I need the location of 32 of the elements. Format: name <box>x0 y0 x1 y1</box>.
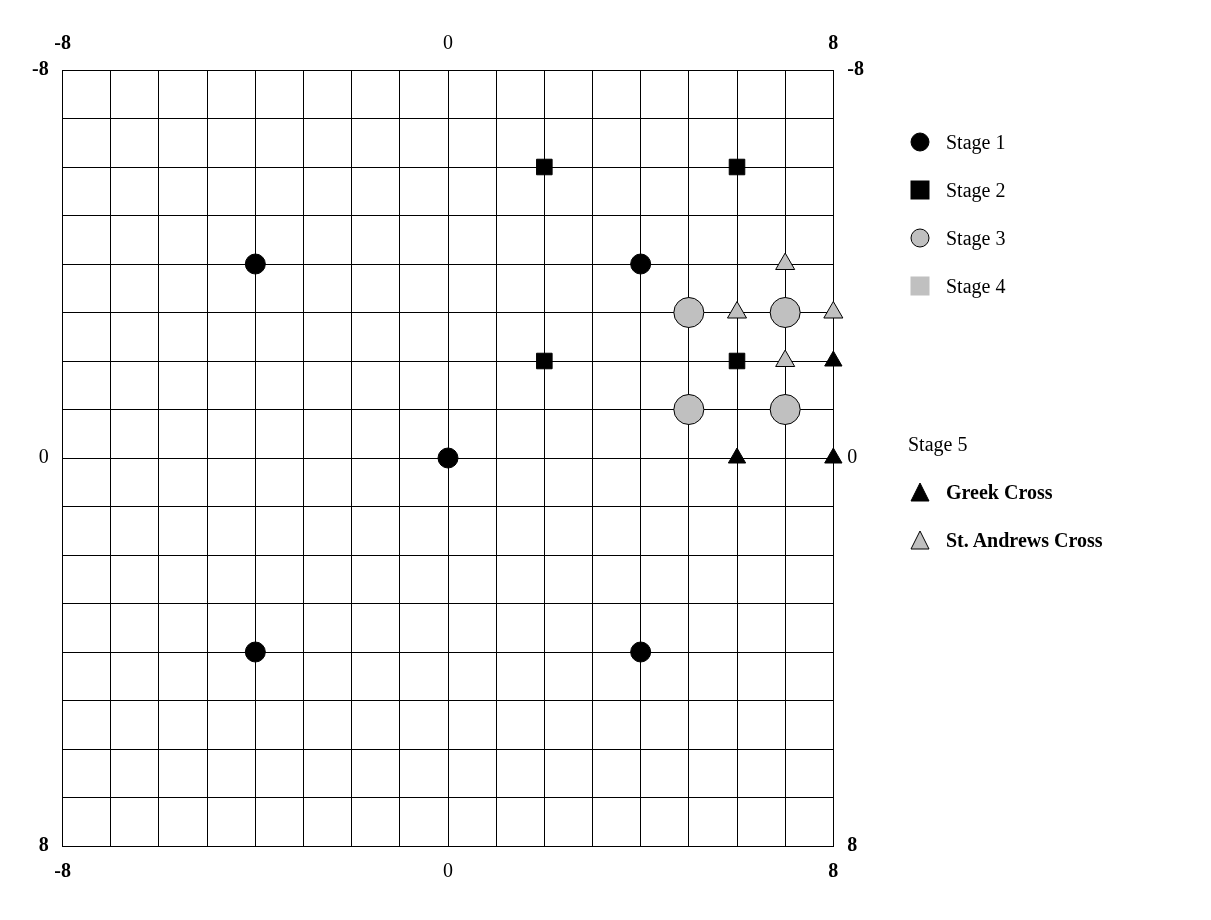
y-tick-label: -8 <box>31 57 49 80</box>
point <box>630 253 652 275</box>
x2-tick-label: 8 <box>828 31 839 54</box>
legend-label: Stage 2 <box>946 178 1006 202</box>
legend-label: St. Andrews Cross <box>946 528 1103 552</box>
y-tick-label: 0 <box>38 445 49 468</box>
legend-label: Greek Cross <box>946 480 1053 504</box>
point <box>728 352 746 370</box>
x2-tick-label: -8 <box>54 31 71 54</box>
point <box>244 641 266 663</box>
legend-label: Stage 4 <box>946 274 1006 298</box>
point <box>769 297 801 328</box>
text: Stage 5 <box>908 431 969 458</box>
point <box>673 297 705 328</box>
x-tick-label: -8 <box>54 859 71 882</box>
point <box>673 394 705 425</box>
y2-tick-label: 8 <box>847 833 858 856</box>
x2-tick-label: 0 <box>443 31 453 54</box>
point <box>728 158 746 176</box>
point <box>244 253 266 275</box>
point <box>437 447 459 469</box>
point <box>536 352 553 370</box>
point <box>536 158 553 176</box>
x-tick-label: 8 <box>828 859 839 882</box>
point <box>630 641 652 663</box>
x-tick-label: 0 <box>443 859 453 882</box>
y2-tick-label: 0 <box>847 445 858 468</box>
point <box>769 394 801 425</box>
legend-label: Stage 1 <box>946 130 1006 154</box>
y-tick-label: 8 <box>38 833 49 856</box>
y2-tick-label: -8 <box>847 57 865 80</box>
legend-label: Stage 3 <box>946 226 1006 250</box>
